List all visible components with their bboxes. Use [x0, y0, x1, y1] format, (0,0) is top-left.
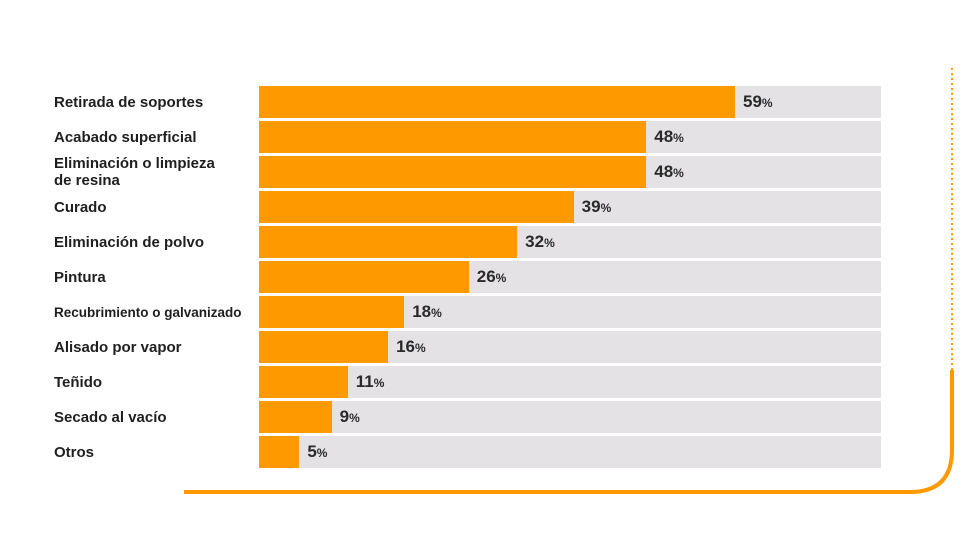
bar-track: [259, 156, 881, 188]
value-number: 18: [412, 302, 432, 321]
category-label: Pintura: [54, 261, 254, 293]
category-label-text: Recubrimiento o galvanizado: [54, 304, 242, 321]
category-label: Otros: [54, 436, 254, 468]
category-label-text: Eliminación de polvo: [54, 234, 204, 251]
value-number: 16: [396, 337, 415, 356]
category-label-line: de resina: [54, 172, 120, 189]
value-label: 26%: [477, 261, 507, 294]
category-label-text: Pintura: [54, 269, 106, 286]
bar: [259, 226, 518, 258]
value-suffix: %: [373, 376, 385, 390]
category-label: Recubrimiento o galvanizado: [54, 296, 254, 328]
bar: [259, 261, 469, 293]
category-label-text: Eliminación o limpieza de resina: [54, 155, 215, 189]
value-suffix: %: [761, 96, 773, 110]
category-label: Acabado superficial: [54, 121, 254, 153]
category-label-line: Otros: [54, 443, 95, 461]
category-label: Eliminación de polvo: [54, 226, 254, 258]
bar: [259, 296, 405, 328]
value-suffix: %: [431, 306, 442, 320]
bar-track: [259, 331, 881, 363]
value-number: 39: [581, 197, 601, 216]
value-suffix: %: [415, 341, 426, 355]
accent-solid-curve: [184, 370, 954, 494]
value-number: 59: [743, 92, 762, 111]
category-label-text: Otros: [54, 444, 94, 461]
category-label-line: Alisado por vapor: [54, 338, 182, 356]
value-suffix: %: [349, 411, 360, 425]
value-label: 32%: [525, 226, 555, 259]
value-label: 16%: [396, 331, 426, 364]
value-number: 48: [654, 127, 674, 146]
value-number: 5: [307, 442, 317, 461]
value-suffix: %: [316, 446, 328, 460]
value-label: 9%: [340, 401, 360, 434]
category-label: Curado: [54, 191, 254, 223]
bar: [259, 366, 348, 398]
category-label-text: Acabado superficial: [54, 129, 197, 146]
bar-track: [259, 296, 881, 328]
bar-track: [259, 261, 881, 293]
value-number: 11: [355, 372, 374, 391]
category-label-text: Teñido: [54, 374, 102, 391]
value-label: 48%: [654, 121, 684, 154]
category-label-line: Recubrimiento o galvanizado: [54, 304, 242, 320]
bar: [259, 86, 735, 118]
category-label-line: Curado: [54, 198, 107, 216]
bar-track: [259, 366, 881, 398]
value-suffix: %: [673, 166, 684, 180]
bar: [259, 191, 574, 223]
bar-track: [259, 401, 881, 433]
category-label-text: Retirada de soportes: [54, 94, 203, 111]
category-label-text: Curado: [54, 199, 107, 216]
bar: [259, 331, 389, 363]
value-number: 26: [476, 267, 496, 286]
category-label-text: Secado al vacío: [54, 409, 167, 426]
category-label-line: Eliminación de polvo: [54, 233, 205, 251]
category-label: Retirada de soportes: [54, 86, 254, 118]
category-label: Teñido: [54, 366, 254, 398]
category-label-line: Retirada de soportes: [54, 93, 204, 111]
bar-track: [259, 121, 881, 153]
category-label-line: Eliminación o limpieza: [54, 155, 215, 172]
category-label: Eliminación o limpieza de resina: [54, 155, 254, 189]
value-label: 59%: [743, 86, 773, 119]
value-suffix: %: [544, 236, 555, 250]
category-label-line: Pintura: [54, 268, 106, 286]
value-number: 32: [525, 232, 545, 251]
category-label-line: Secado al vacío: [54, 408, 167, 426]
bar-track: [259, 436, 881, 468]
bar: [259, 156, 647, 188]
value-label: 5%: [307, 436, 327, 469]
value-label: 18%: [412, 296, 442, 329]
bar: [259, 121, 647, 153]
value-label: 48%: [654, 156, 684, 189]
value-suffix: %: [600, 201, 612, 215]
bar: [259, 436, 300, 468]
bar-track: [259, 226, 881, 258]
value-suffix: %: [495, 271, 507, 285]
value-suffix: %: [673, 131, 684, 145]
bar: [259, 401, 332, 433]
category-label-line: Teñido: [54, 373, 103, 391]
category-label-line: Acabado superficial: [54, 128, 197, 146]
bar-track: [259, 191, 881, 223]
value-number: 9: [339, 407, 350, 426]
value-label: 11%: [356, 366, 385, 399]
value-number: 48: [654, 162, 674, 181]
value-label: 39%: [582, 191, 612, 224]
bar-track: [259, 86, 881, 118]
category-label-text: Alisado por vapor: [54, 339, 182, 356]
category-label: Alisado por vapor: [54, 331, 254, 363]
category-label: Secado al vacío: [54, 401, 254, 433]
